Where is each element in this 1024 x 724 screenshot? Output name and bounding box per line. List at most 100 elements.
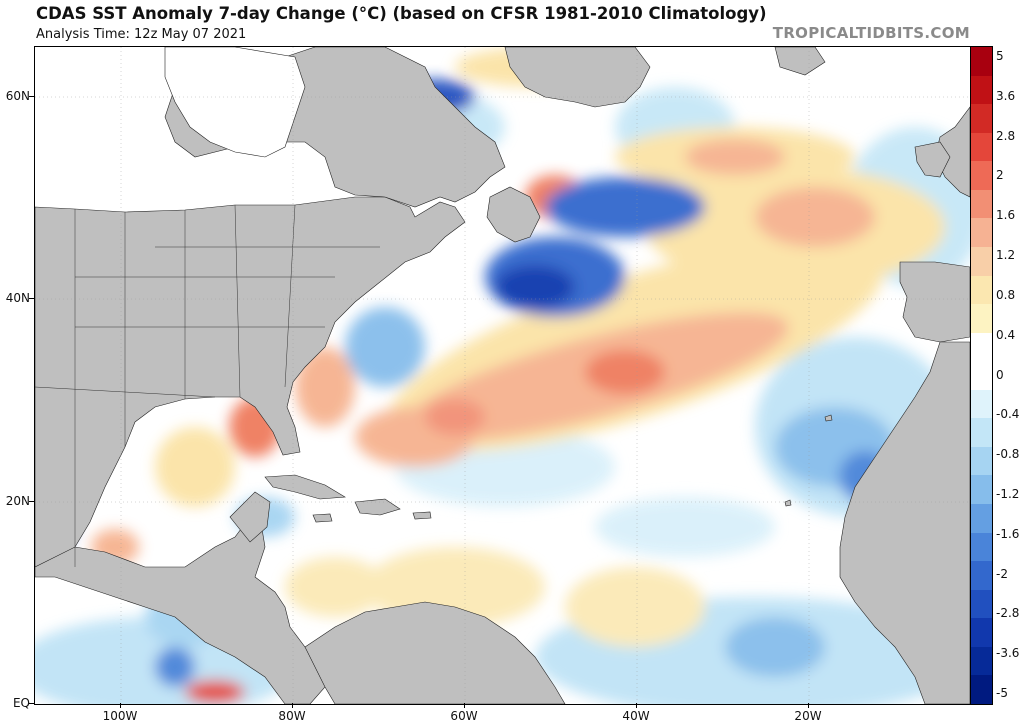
- graticule: [35, 47, 970, 704]
- land-newfoundland: [486, 186, 541, 243]
- colorbar-segment: [971, 132, 992, 162]
- colorbar-label: -1.2: [996, 486, 1020, 501]
- land-cuba: [264, 474, 346, 500]
- colorbar-label: 0.4: [996, 327, 1016, 342]
- lon-label-100w: 100W: [102, 709, 138, 723]
- colorbar-segment: [971, 161, 992, 190]
- sst-anomaly-map: [34, 46, 971, 705]
- anomaly-warm-strong: [425, 399, 485, 435]
- water-hudson-bay: [164, 47, 306, 158]
- colorbar-segment: [971, 646, 992, 676]
- land-jamaica: [312, 513, 333, 523]
- colorbar-segment: [971, 332, 992, 362]
- colorbar-label: -0.8: [996, 447, 1020, 462]
- land-masses: [35, 47, 970, 704]
- land-africa: [839, 341, 970, 704]
- colorbar-label: -3.6: [996, 646, 1020, 661]
- land-britain: [914, 141, 951, 178]
- lon-label-20w: 20W: [794, 709, 822, 723]
- land-iberia: [899, 261, 970, 343]
- land-greenland: [504, 47, 651, 108]
- colorbar-segment: [971, 389, 992, 419]
- colorbar-segment: [971, 446, 992, 476]
- anomaly-cool-medium: [345, 307, 425, 387]
- colorbar-segment: [971, 561, 992, 590]
- lon-tick: [808, 703, 809, 708]
- anomaly-cool-strong: [495, 265, 575, 309]
- anomaly-cool-light: [595, 497, 775, 557]
- anomaly-warm-strong: [185, 680, 245, 704]
- land-puerto-rico: [412, 511, 432, 520]
- anomaly-warm-medium: [685, 139, 785, 175]
- colorbar-segment: [971, 75, 992, 105]
- land-hispaniola: [354, 498, 401, 516]
- colorbar-label: 2.8: [996, 128, 1016, 143]
- colorbar-label: -5: [996, 686, 1008, 700]
- land-iceland: [774, 47, 826, 76]
- lat-label-eq: EQ: [12, 696, 30, 710]
- colorbar-segment: [971, 675, 992, 704]
- colorbar-segment: [971, 475, 992, 504]
- colorbar-segment: [971, 275, 992, 305]
- lon-tick: [120, 703, 121, 708]
- lon-tick: [636, 703, 637, 708]
- colorbar-segment: [971, 361, 992, 390]
- site-watermark: TROPICALTIDBITS.COM: [772, 24, 970, 42]
- anomaly-warm-medium: [755, 187, 875, 247]
- lat-tick: [29, 703, 34, 704]
- colorbar-segment: [971, 246, 992, 276]
- colorbar-label: 1.2: [996, 248, 1016, 263]
- colorbar-segment: [971, 504, 992, 533]
- colorbar-segment: [971, 104, 992, 133]
- colorbar-segment: [971, 304, 992, 333]
- lat-tick: [29, 96, 34, 97]
- anomaly-cool-strong: [155, 647, 195, 687]
- lon-tick: [464, 703, 465, 708]
- lat-tick: [29, 501, 34, 502]
- colorbar-label: 1.6: [996, 208, 1016, 223]
- colorbar-segment: [971, 532, 992, 562]
- colorbar-label: 5: [996, 49, 1004, 63]
- lon-label-40w: 40W: [622, 709, 650, 723]
- anomaly-cool-strong: [545, 177, 705, 237]
- colorbar-label: -2.8: [996, 606, 1020, 621]
- colorbar-segment: [971, 189, 992, 219]
- anomaly-warm-light: [565, 567, 705, 647]
- lon-label-60w: 60W: [450, 709, 478, 723]
- colorbar-label: -0.4: [996, 407, 1020, 422]
- lat-label-20n: 20N: [5, 494, 30, 508]
- lon-label-80w: 80W: [278, 709, 306, 723]
- colorbar-label: 3.6: [996, 88, 1016, 103]
- border-line: [35, 386, 216, 398]
- colorbar-segment: [971, 218, 992, 247]
- chart-title: CDAS SST Anomaly 7-day Change (°C) (base…: [36, 4, 767, 23]
- colorbar-label: 0.8: [996, 287, 1016, 302]
- political-borders: [35, 204, 380, 567]
- anomaly-warm-light: [285, 557, 385, 617]
- colorbar-label: 0: [996, 367, 1004, 382]
- colorbar-segment: [971, 618, 992, 647]
- border-line: [234, 204, 241, 398]
- colorbar: [970, 46, 993, 705]
- colorbar-segment: [971, 418, 992, 447]
- land-canary-islands: [824, 414, 833, 422]
- land-yucatan: [229, 491, 271, 543]
- lat-label-60n: 60N: [5, 89, 30, 103]
- lat-label-40n: 40N: [5, 291, 30, 305]
- colorbar-segment: [971, 589, 992, 619]
- colorbar-label: -1.6: [996, 526, 1020, 541]
- colorbar-label: 2: [996, 168, 1004, 183]
- lat-tick: [29, 298, 34, 299]
- colorbar-label: -2: [996, 566, 1008, 581]
- land-cape-verde: [784, 499, 792, 507]
- land-south-america: [304, 601, 566, 704]
- anomaly-warm-light: [155, 427, 235, 507]
- anomaly-warm-strong: [585, 350, 665, 394]
- land-north-america: [35, 196, 466, 568]
- lon-tick: [292, 703, 293, 708]
- analysis-time: Analysis Time: 12z May 07 2021: [36, 27, 247, 42]
- border-line: [284, 204, 296, 388]
- colorbar-segment: [971, 47, 992, 76]
- anomaly-cool-medium: [725, 617, 825, 677]
- anomaly-warm-medium: [295, 347, 355, 427]
